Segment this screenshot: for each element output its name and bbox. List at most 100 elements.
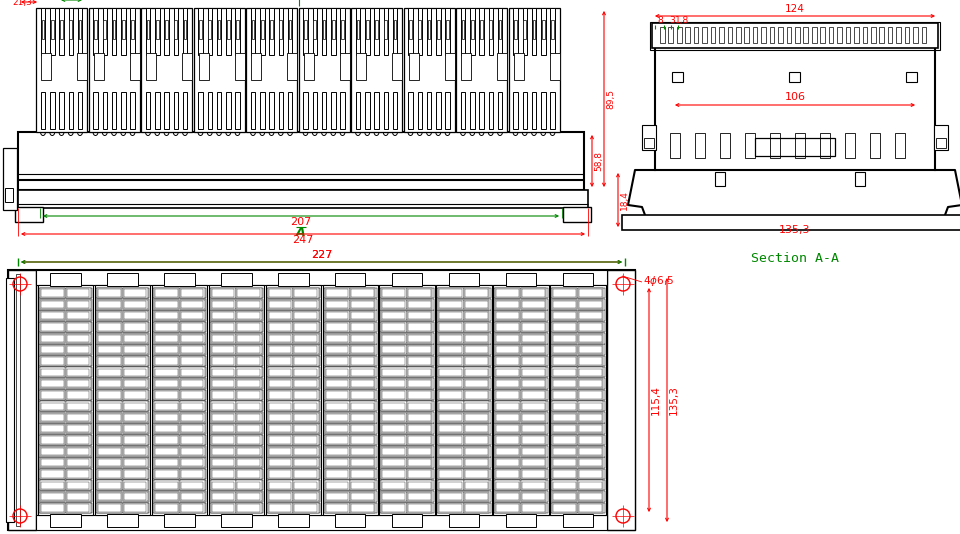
Bar <box>226 92 230 129</box>
Bar <box>209 401 263 411</box>
Bar <box>237 447 260 455</box>
Bar <box>123 356 148 366</box>
Bar <box>496 447 519 455</box>
Bar <box>267 288 320 299</box>
Bar <box>123 288 148 298</box>
Bar <box>522 301 544 308</box>
Bar <box>174 92 178 129</box>
Bar <box>331 8 335 55</box>
Bar <box>820 27 825 43</box>
Bar <box>522 504 544 512</box>
Bar <box>267 401 320 411</box>
Text: A: A <box>297 226 306 239</box>
Bar <box>382 312 405 319</box>
Bar <box>375 20 378 38</box>
Bar <box>381 458 407 467</box>
Bar <box>553 391 576 398</box>
Bar <box>408 368 431 376</box>
Bar <box>494 367 547 378</box>
Bar <box>182 92 187 129</box>
Bar <box>551 378 605 389</box>
Text: 1,8: 1,8 <box>675 16 689 25</box>
Bar <box>8 270 635 530</box>
Bar <box>350 288 375 298</box>
Bar <box>124 357 146 365</box>
Bar <box>237 493 260 500</box>
Bar <box>579 493 602 500</box>
Bar <box>210 322 236 332</box>
Bar <box>578 288 603 298</box>
Bar <box>553 425 576 433</box>
Bar <box>279 20 282 38</box>
Bar <box>236 288 261 298</box>
Bar <box>350 424 375 434</box>
Bar <box>123 424 148 434</box>
Bar <box>407 334 432 343</box>
Bar <box>267 469 320 479</box>
Bar <box>464 288 490 298</box>
Bar <box>351 391 373 398</box>
Bar <box>552 300 577 309</box>
Bar <box>382 357 405 365</box>
Bar <box>124 459 146 466</box>
Bar <box>495 481 520 490</box>
Bar <box>65 311 91 320</box>
Bar <box>153 412 206 422</box>
Bar <box>438 378 491 389</box>
Bar <box>380 356 434 366</box>
Bar <box>715 172 725 186</box>
Bar <box>497 92 502 129</box>
Bar <box>153 378 206 389</box>
Bar <box>407 401 432 411</box>
Bar <box>154 300 179 309</box>
Bar <box>440 436 462 444</box>
Bar <box>521 311 546 320</box>
Bar <box>209 435 263 445</box>
Bar <box>351 504 373 512</box>
Bar <box>553 312 576 319</box>
Bar <box>180 322 204 332</box>
Bar <box>494 446 547 457</box>
Bar <box>552 481 577 490</box>
Bar <box>670 133 680 158</box>
Bar <box>182 53 192 80</box>
Bar <box>97 424 122 434</box>
Bar <box>552 390 577 399</box>
Bar <box>41 289 63 297</box>
Bar <box>563 207 591 222</box>
Bar <box>268 300 293 309</box>
Bar <box>465 447 488 455</box>
Bar <box>164 514 195 527</box>
Bar <box>522 380 544 387</box>
Bar <box>494 435 547 445</box>
Bar <box>97 413 122 422</box>
Bar <box>278 8 283 55</box>
Bar <box>382 470 405 477</box>
Text: 18,4: 18,4 <box>620 190 629 210</box>
Bar <box>66 414 89 421</box>
Bar <box>579 504 602 512</box>
Bar <box>155 8 159 55</box>
Bar <box>335 514 366 527</box>
Bar <box>407 367 432 377</box>
Bar <box>578 356 603 366</box>
Bar <box>180 300 204 309</box>
Bar <box>552 345 577 354</box>
Bar <box>521 300 546 309</box>
Bar <box>380 423 434 434</box>
Bar <box>96 344 150 355</box>
Bar <box>407 300 432 309</box>
Bar <box>98 335 121 342</box>
Bar <box>522 403 544 410</box>
Bar <box>295 357 317 365</box>
Bar <box>252 20 254 38</box>
Bar <box>578 390 603 399</box>
Bar <box>552 288 577 298</box>
Bar <box>96 491 150 502</box>
Bar <box>439 424 464 434</box>
Bar <box>153 457 206 468</box>
Bar <box>39 367 92 378</box>
Bar <box>8 270 36 530</box>
Bar <box>209 457 263 468</box>
Bar <box>66 470 89 477</box>
